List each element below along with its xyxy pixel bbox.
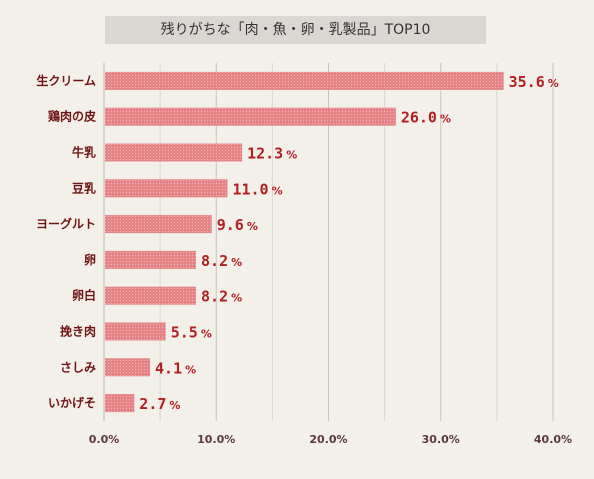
bar-6 (105, 250, 197, 269)
value-unit: % (201, 328, 212, 341)
x-tick-label: 30.0% (422, 433, 460, 446)
value-label: 8.2 (201, 252, 228, 270)
value-label: 5.5 (171, 324, 198, 342)
x-tick-label: 10.0% (197, 433, 235, 446)
category-label: 生クリーム (36, 73, 96, 88)
chart-title: 残りがちな「肉・魚・卵・乳製品」TOP10 (105, 16, 486, 44)
category-label: 鶏肉の皮 (48, 109, 96, 124)
value-label: 4.1 (155, 359, 182, 377)
value-label: 9.6 (217, 216, 244, 234)
bar-10 (105, 394, 135, 413)
category-label: 卵白 (72, 288, 96, 303)
bar-8 (105, 322, 166, 341)
category-label: さしみ (60, 360, 96, 374)
value-unit: % (272, 184, 283, 197)
value-label: 26.0 (401, 109, 437, 127)
category-label: 牛乳 (72, 145, 96, 160)
value-unit: % (169, 399, 180, 412)
value-unit: % (185, 363, 196, 376)
category-label: いかげそ (48, 395, 96, 410)
value-unit: % (548, 77, 559, 90)
bar-7 (105, 286, 197, 305)
bar-4 (105, 179, 228, 198)
bar-9 (105, 358, 151, 377)
x-tick-label: 0.0% (89, 433, 120, 446)
value-label: 2.7 (139, 395, 166, 413)
value-unit: % (231, 292, 242, 305)
bar-5 (105, 215, 212, 234)
category-label: 挽き肉 (60, 324, 96, 339)
value-label: 11.0 (232, 180, 268, 198)
value-unit: % (440, 113, 451, 126)
value-label: 8.2 (201, 288, 228, 306)
bar-3 (105, 143, 243, 162)
value-unit: % (231, 256, 242, 269)
category-label: 豆乳 (72, 180, 96, 195)
value-unit: % (247, 220, 258, 233)
x-tick-label: 40.0% (534, 433, 572, 446)
value-unit: % (286, 149, 297, 162)
bar-2 (105, 107, 396, 126)
category-label: ヨーグルト (36, 216, 96, 231)
bar-1 (105, 71, 504, 90)
value-label: 35.6 (509, 73, 545, 91)
value-label: 12.3 (247, 145, 283, 163)
x-tick-label: 20.0% (309, 433, 347, 446)
category-label: 卵 (84, 252, 96, 267)
